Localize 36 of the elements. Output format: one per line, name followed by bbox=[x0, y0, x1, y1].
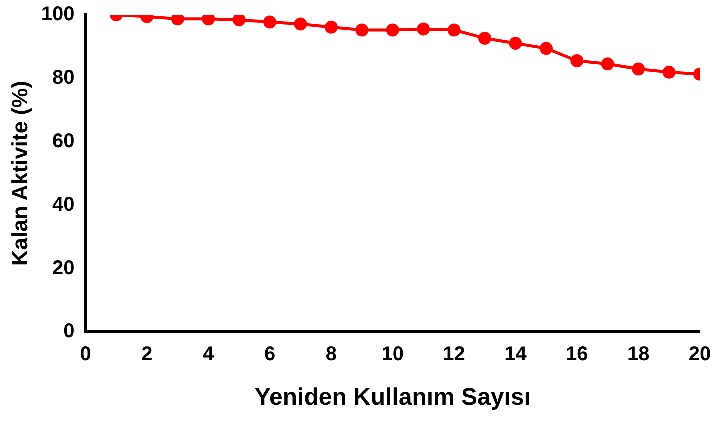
x-tick-label: 2 bbox=[142, 344, 153, 366]
point bbox=[570, 54, 584, 68]
point bbox=[540, 42, 553, 56]
point bbox=[632, 62, 646, 76]
y-tick-label: 100 bbox=[41, 4, 75, 26]
x-axis-title: Yeniden Kullanım Sayısı bbox=[254, 384, 531, 412]
x-tick-label: 14 bbox=[504, 344, 528, 366]
point bbox=[171, 15, 184, 26]
y-tick-label: 20 bbox=[52, 257, 75, 280]
point bbox=[448, 24, 461, 37]
x-tick-label: 4 bbox=[203, 344, 216, 366]
x-tick-label: 0 bbox=[80, 344, 92, 366]
x-tick-label: 6 bbox=[264, 344, 276, 366]
x-tick-label: 18 bbox=[627, 344, 650, 366]
x-tick-label: 16 bbox=[566, 344, 588, 366]
point bbox=[509, 37, 522, 50]
point bbox=[294, 18, 308, 31]
y-axis-title: Kalan Aktivite (%) bbox=[7, 81, 32, 266]
point bbox=[232, 15, 246, 27]
x-tick-label: 8 bbox=[326, 344, 338, 366]
x-tick-label: 12 bbox=[443, 344, 466, 366]
y-tick-label: 0 bbox=[64, 320, 75, 343]
y-tick-label: 40 bbox=[52, 194, 75, 216]
point bbox=[386, 24, 400, 37]
point bbox=[202, 15, 216, 26]
point bbox=[356, 24, 369, 37]
point bbox=[264, 16, 277, 29]
point bbox=[601, 58, 614, 71]
y-tick-label: 80 bbox=[52, 66, 75, 89]
point bbox=[324, 20, 338, 34]
point bbox=[417, 22, 430, 36]
point bbox=[662, 66, 676, 79]
y-tick-label: 60 bbox=[52, 130, 75, 152]
x-tick-label: 20 bbox=[688, 344, 712, 366]
x-tick-label: 10 bbox=[382, 344, 404, 366]
point bbox=[478, 32, 492, 45]
